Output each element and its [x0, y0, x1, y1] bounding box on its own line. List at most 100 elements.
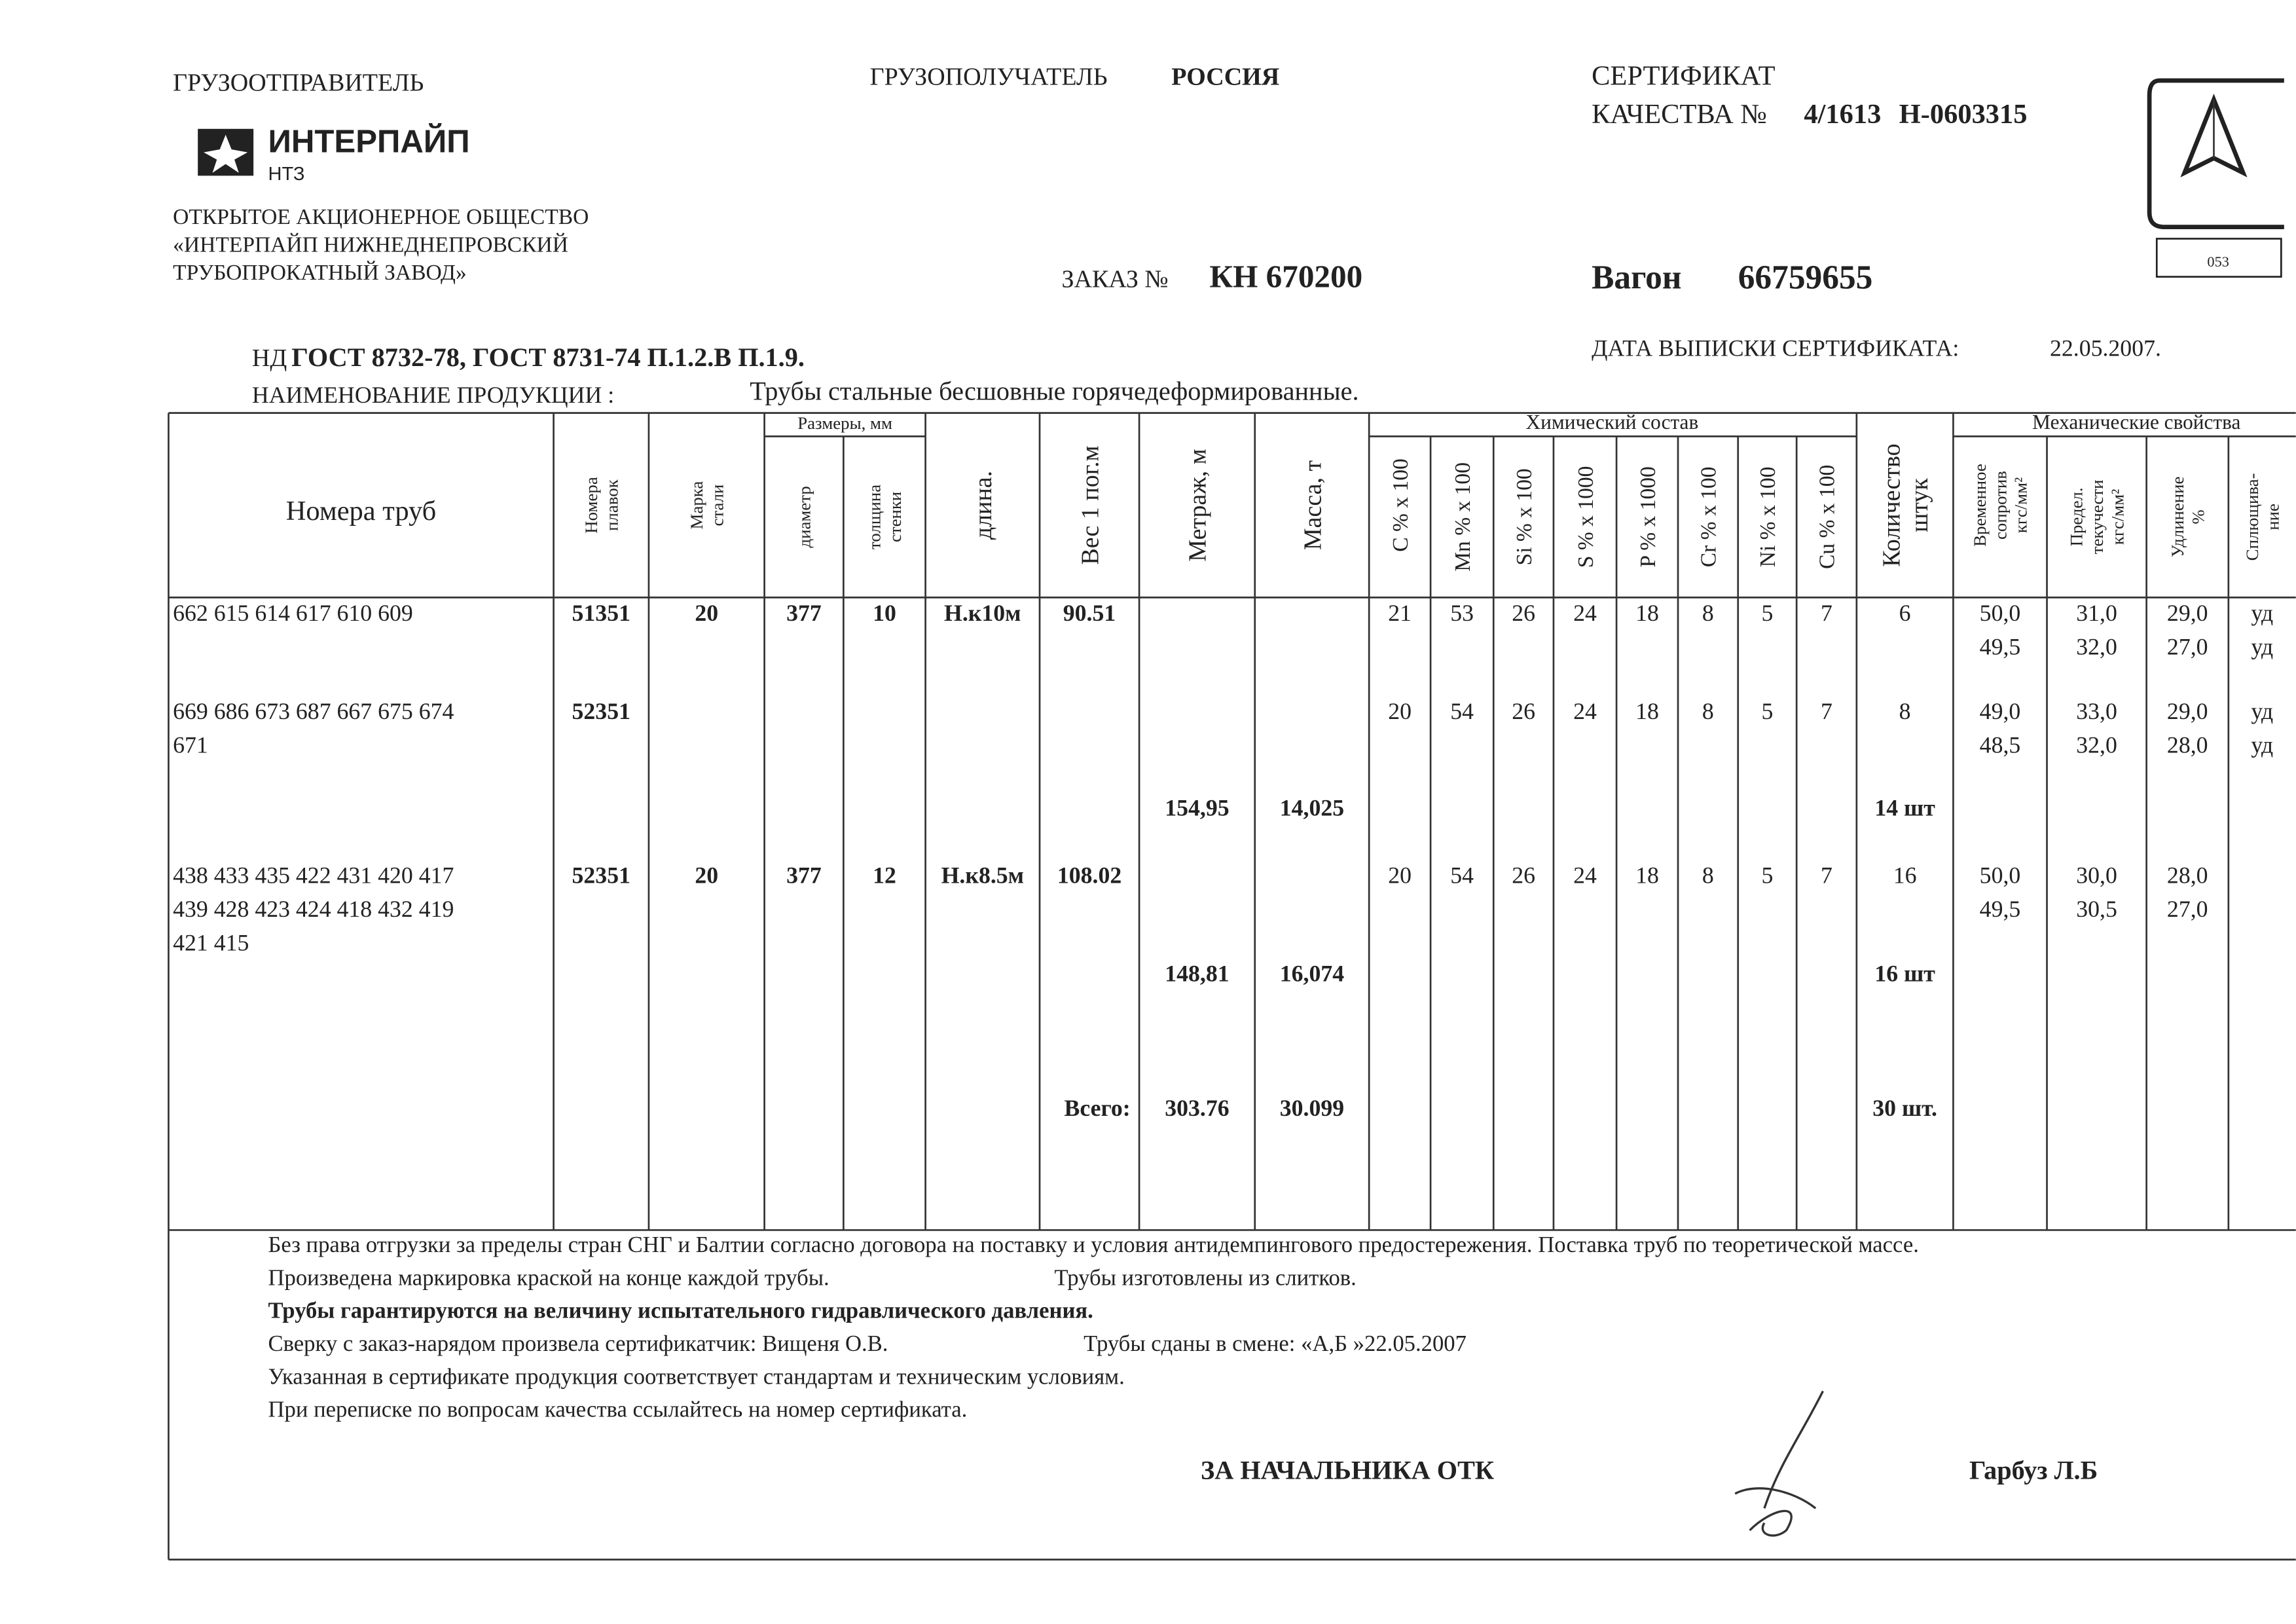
table-cell: 51351 [572, 600, 630, 626]
table-cell: 29,0 [2167, 698, 2208, 724]
product-label: НАИМЕНОВАНИЕ ПРОДУКЦИИ : [252, 382, 614, 408]
signature-label: ЗА НАЧАЛЬНИКА ОТК [1201, 1456, 1494, 1485]
table-cell: 48,5 [1980, 731, 2021, 758]
table-cell: 49,5 [1980, 896, 2021, 922]
table-cell: 14,025 [1280, 795, 1344, 821]
table-cell: 421 415 [173, 929, 249, 955]
column-header: Вес 1 пог.м [1076, 445, 1104, 564]
note: Произведена маркировка краской на конце … [268, 1265, 829, 1290]
logo-name: ИНТЕРПАЙП [268, 122, 470, 160]
table-cell: 16 шт [1874, 960, 1935, 986]
column-header: Mn % x 100 [1451, 462, 1475, 572]
note: При переписке по вопросам качества ссыла… [268, 1397, 968, 1422]
column-header: Сплющива- [2242, 473, 2262, 561]
column-header: Временное [1970, 464, 1990, 546]
table-cell: 8 [1899, 698, 1911, 724]
table-cell: 49,5 [1980, 634, 2021, 660]
column-header: стенки [885, 492, 905, 542]
order-number: КН 670200 [1209, 258, 1362, 294]
cert-code: Н-0603315 [1899, 99, 2028, 130]
table-cell: 6 [1899, 600, 1911, 626]
column-header: Si % x 100 [1512, 468, 1537, 565]
signature-name: Гарбуз Л.Б [1969, 1456, 2098, 1485]
table-cell: 8 [1702, 600, 1714, 626]
column-header: Количество [1878, 443, 1906, 566]
cert-number: 4/1613 [1804, 99, 1881, 130]
table-cell: 5 [1761, 698, 1773, 724]
column-header: С % x 100 [1389, 458, 1413, 552]
table-cell: уд [2251, 634, 2273, 660]
table-cell: 26 [1512, 600, 1535, 626]
table-cell: 26 [1512, 862, 1535, 888]
column-header: сопротив [1990, 471, 2010, 540]
table-cell: 16,074 [1280, 960, 1344, 986]
table-cell: Всего: [1064, 1095, 1130, 1121]
table-cell: 10 [873, 600, 896, 626]
table-cell: 50,0 [1980, 862, 2021, 888]
table-cell: 16 [1893, 862, 1917, 888]
table-cell: Н.к10м [944, 600, 1021, 626]
table-cell: 30 шт. [1872, 1095, 1937, 1121]
table-cell: 54 [1450, 862, 1474, 888]
column-header: Ni % x 100 [1756, 467, 1780, 568]
nd-standards: ГОСТ 8732-78, ГОСТ 8731-74 П.1.2.В П.1.9… [291, 342, 805, 372]
table-cell: 377 [786, 600, 822, 626]
table-cell: уд [2251, 600, 2273, 626]
table-cell: Н.к8.5м [941, 862, 1024, 888]
company-line: ОТКРЫТОЕ АКЦИОНЕРНОЕ ОБЩЕСТВО [173, 205, 589, 229]
table-cell: 52351 [572, 862, 630, 888]
quality-stamp [2147, 78, 2284, 278]
table-cell: 669 686 673 687 667 675 674 [173, 698, 454, 724]
table-cell: 108.02 [1057, 862, 1121, 888]
company-line: ТРУБОПРОКАТНЫЙ ЗАВОД» [173, 261, 467, 285]
table-cell: 24 [1573, 698, 1597, 724]
table-cell: 52351 [572, 698, 630, 724]
column-header: S % x 1000 [1574, 466, 1598, 568]
logo-icon [198, 128, 254, 176]
note: Указанная в сертификате продукция соотве… [268, 1364, 1125, 1389]
column-header: Предел. [2067, 487, 2086, 546]
table-cell: 14 шт [1874, 795, 1935, 821]
table-cell: 24 [1573, 862, 1597, 888]
table-cell: 303.76 [1165, 1095, 1229, 1121]
table-cell: 32,0 [2076, 731, 2117, 758]
column-header: стали [707, 485, 727, 526]
column-header: Метраж, м [1184, 449, 1212, 561]
column-header: Марка [687, 481, 706, 530]
table-cell: 28,0 [2167, 731, 2208, 758]
table-cell: 27,0 [2167, 896, 2208, 922]
table-cell: 50,0 [1980, 600, 2021, 626]
note: Без права отгрузки за пределы стран СНГ … [268, 1232, 1919, 1257]
table-cell: уд [2251, 698, 2273, 724]
consignee-label: ГРУЗОПОЛУЧАТЕЛЬ [870, 64, 1108, 91]
note: Трубы гарантируются на величину испытате… [268, 1299, 1093, 1323]
column-header: Номера труб [286, 496, 437, 526]
table-cell: 26 [1512, 698, 1535, 724]
group-header: Механические свойства [2032, 411, 2240, 434]
table-cell: 31,0 [2076, 600, 2117, 626]
table-cell: 662 615 614 617 610 609 [173, 600, 413, 626]
table-cell: 148,81 [1165, 960, 1229, 986]
column-header: диаметр [794, 486, 814, 547]
table-cell: 18 [1635, 698, 1659, 724]
table-cell: 7 [1821, 698, 1832, 724]
table-cell: 7 [1821, 862, 1832, 888]
column-header: штук [1906, 478, 1933, 532]
stamp-number: 053 [2207, 253, 2229, 270]
table-cell: 8 [1702, 862, 1714, 888]
wagon-number: 66759655 [1738, 259, 1873, 297]
column-header: кгс/мм² [2011, 477, 2031, 533]
product-name: Трубы стальные бесшовные горячедеформиро… [750, 376, 1358, 405]
table-cell: 33,0 [2076, 698, 2117, 724]
note: Трубы изготовлены из слитков. [1054, 1265, 1356, 1290]
table-cell: 30,5 [2076, 896, 2117, 922]
table-cell: уд [2251, 731, 2273, 758]
table-cell: 90.51 [1063, 600, 1116, 626]
column-header: длина. [970, 471, 997, 540]
nd-label: НД [252, 344, 287, 372]
table-cell: 29,0 [2167, 600, 2208, 626]
table-cell: 53 [1450, 600, 1474, 626]
column-header: текучести [2087, 480, 2107, 555]
table-cell: 32,0 [2076, 634, 2117, 660]
cert-label: КАЧЕСТВА № [1592, 99, 1767, 130]
